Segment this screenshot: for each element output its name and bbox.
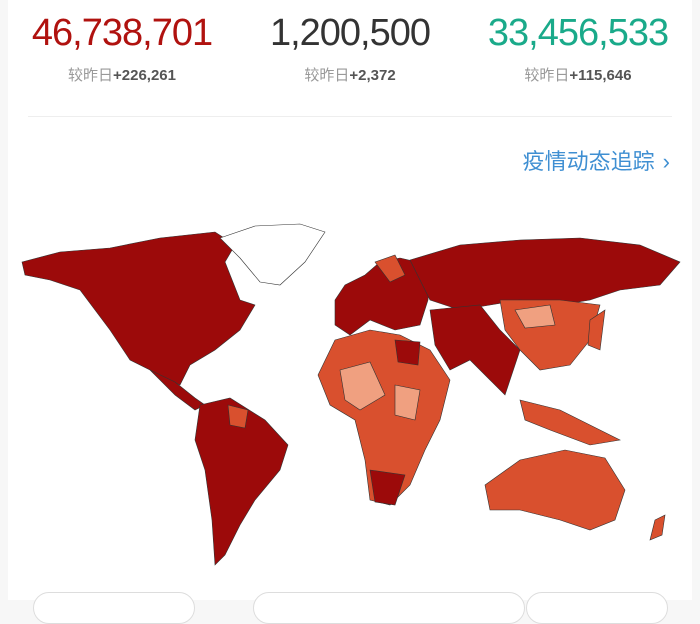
- africa: [317, 329, 451, 506]
- north-america: [21, 231, 256, 411]
- stats-card: 46,738,701 较昨日+226,261 1,200,500 较昨日+2,3…: [8, 0, 692, 624]
- tracking-link[interactable]: 疫情动态追踪 ›: [523, 144, 670, 176]
- asia: [409, 237, 681, 446]
- europe: [334, 254, 431, 336]
- greenland: [219, 223, 326, 286]
- australia: [484, 449, 666, 541]
- south-america: [194, 397, 289, 566]
- tracking-link-label: 疫情动态追踪: [522, 149, 655, 174]
- filter-button-right[interactable]: [526, 592, 668, 624]
- divider: [28, 116, 672, 117]
- delta-label: 较昨日: [304, 67, 350, 84]
- chevron-right-icon: ›: [662, 149, 670, 174]
- delta-label: 较昨日: [524, 67, 570, 84]
- stat-recovered: 33,456,533 较昨日+115,646: [464, 10, 692, 85]
- confirmed-delta: +226,261: [113, 67, 176, 84]
- filter-button-left[interactable]: [33, 592, 195, 624]
- world-map[interactable]: [8, 215, 692, 575]
- deaths-count: 1,200,500: [269, 12, 431, 54]
- confirmed-count: 46,738,701: [31, 12, 213, 54]
- recovered-count: 33,456,533: [487, 12, 669, 54]
- stat-confirmed: 46,738,701 较昨日+226,261: [8, 10, 236, 85]
- filter-button-middle[interactable]: [253, 592, 525, 624]
- stats-row: 46,738,701 较昨日+226,261 1,200,500 较昨日+2,3…: [8, 0, 692, 100]
- deaths-delta: +2,372: [349, 67, 396, 84]
- delta-label: 较昨日: [68, 67, 114, 84]
- stat-deaths: 1,200,500 较昨日+2,372: [236, 10, 464, 85]
- recovered-delta: +115,646: [569, 67, 632, 84]
